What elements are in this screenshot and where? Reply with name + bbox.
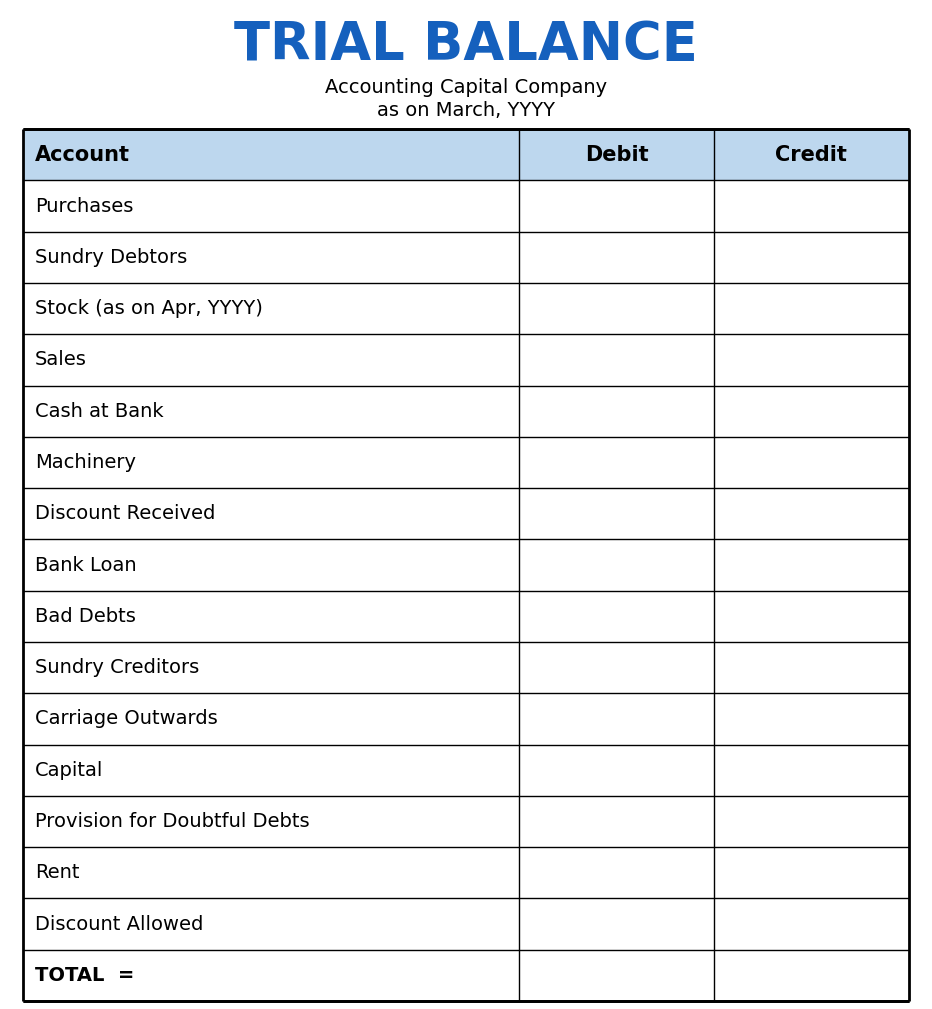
Text: Bad Debts: Bad Debts	[34, 606, 136, 626]
Bar	[23, 898, 909, 949]
Text: Rent: Rent	[34, 864, 79, 882]
Text: Accounting Capital Company: Accounting Capital Company	[325, 79, 607, 97]
Bar	[23, 232, 909, 283]
Bar	[23, 693, 909, 745]
Bar	[23, 181, 909, 232]
Bar	[23, 540, 909, 590]
Bar	[23, 796, 909, 848]
Bar	[23, 949, 909, 1001]
Text: Cash at Bank: Cash at Bank	[34, 402, 163, 421]
Text: Carriage Outwards: Carriage Outwards	[34, 709, 217, 728]
Text: Sundry Creditors: Sundry Creditors	[34, 658, 199, 677]
Text: Debit: Debit	[584, 145, 649, 164]
Text: TRIAL BALANCE: TRIAL BALANCE	[234, 19, 698, 72]
Bar	[23, 848, 909, 898]
Bar	[23, 385, 909, 437]
Text: Credit: Credit	[775, 145, 847, 164]
Bar	[23, 437, 909, 488]
Text: Provision for Doubtful Debts: Provision for Doubtful Debts	[34, 812, 309, 831]
Text: Sales: Sales	[34, 350, 87, 369]
Text: Purchases: Purchases	[34, 197, 133, 216]
Text: TOTAL  =: TOTAL =	[34, 966, 134, 985]
Text: Account: Account	[34, 145, 130, 164]
Text: Discount Received: Discount Received	[34, 504, 215, 524]
Text: as on March, YYYY: as on March, YYYY	[377, 102, 555, 120]
Text: Discount Allowed: Discount Allowed	[34, 914, 203, 933]
Bar	[23, 129, 909, 181]
Text: Sundry Debtors: Sundry Debtors	[34, 248, 187, 266]
Text: Capital: Capital	[34, 761, 103, 780]
Bar	[23, 283, 909, 334]
Bar	[23, 590, 909, 642]
Text: Bank Loan: Bank Loan	[34, 556, 136, 574]
Bar	[23, 334, 909, 385]
Text: Stock (as on Apr, YYYY): Stock (as on Apr, YYYY)	[34, 299, 263, 318]
Bar	[23, 642, 909, 693]
Bar	[23, 488, 909, 540]
Bar	[23, 745, 909, 796]
Text: Machinery: Machinery	[34, 453, 136, 472]
